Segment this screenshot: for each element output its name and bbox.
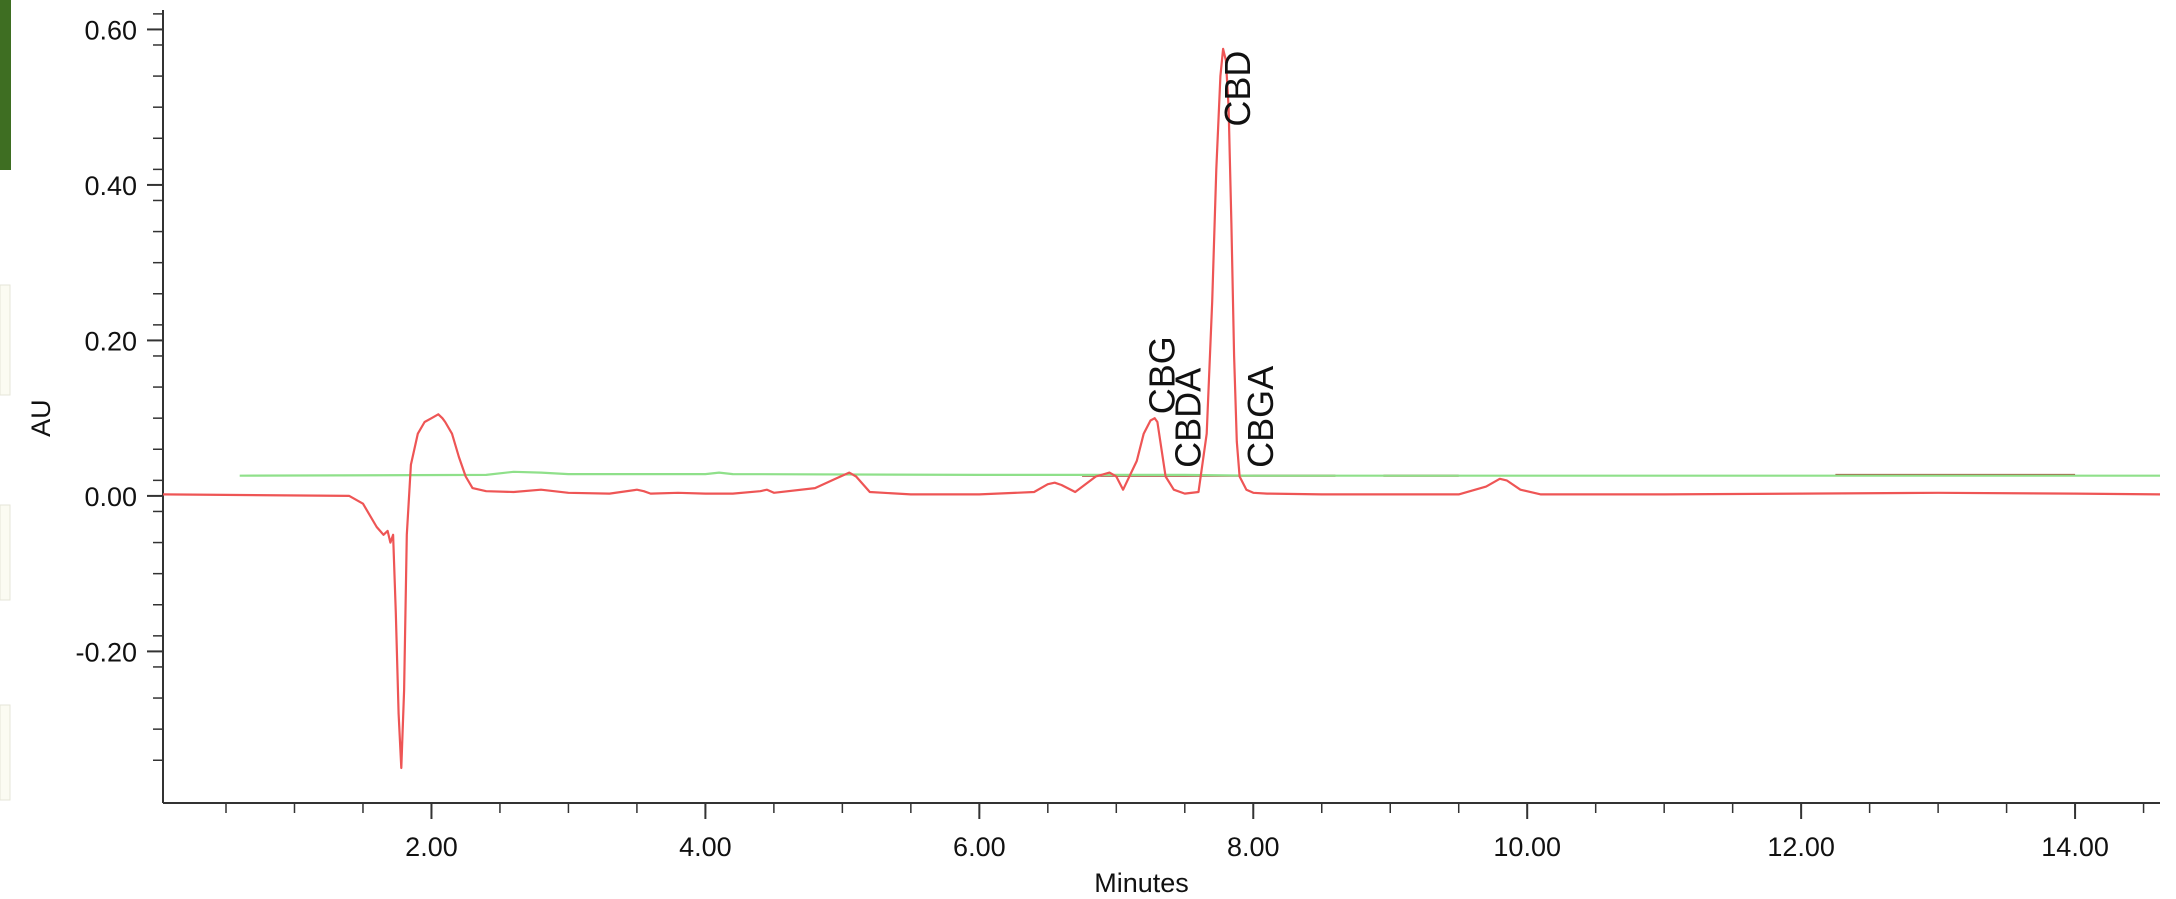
left-strip-panel [0, 284, 11, 396]
x-tick-label: 10.00 [1493, 832, 1561, 862]
left-strip-panel [0, 704, 11, 801]
left-strip-accent [0, 0, 11, 170]
x-axis: 2.00 4.00 6.00 8.00 10.00 12.00 14.00 [225, 803, 2145, 862]
peak-label-cbga: CBGA [1240, 366, 1281, 468]
x-tick-label: 14.00 [2041, 832, 2109, 862]
plot-frame [162, 10, 2160, 804]
peak-label-cbg: CBG [1142, 336, 1183, 414]
y-tick-label: 0.00 [84, 482, 137, 512]
y-tick-label: 0.40 [84, 171, 137, 201]
left-strip-panel [0, 504, 11, 601]
x-tick-label: 8.00 [1227, 832, 1280, 862]
series-layer [162, 47, 2161, 770]
chromatogram-trace-line [162, 47, 2161, 770]
reference-trace-line [239, 470, 2160, 477]
left-page-strip [0, 0, 11, 801]
y-tick-label: -0.20 [75, 637, 137, 667]
x-tick-label: 12.00 [1767, 832, 1835, 862]
x-tick-label: 6.00 [953, 832, 1006, 862]
x-tick-label: 4.00 [679, 832, 732, 862]
y-axis-title: AU [26, 399, 56, 437]
peak-label-cbd: CBD [1217, 51, 1258, 127]
y-axis: 0.60 0.40 0.20 0.00 -0.20 [75, 13, 163, 761]
y-tick-label: 0.60 [84, 15, 137, 45]
peak-label-cbda: CBDA [1168, 368, 1209, 468]
x-tick-label: 2.00 [405, 832, 458, 862]
y-tick-label: 0.20 [84, 326, 137, 356]
x-axis-title: Minutes [1094, 868, 1189, 898]
